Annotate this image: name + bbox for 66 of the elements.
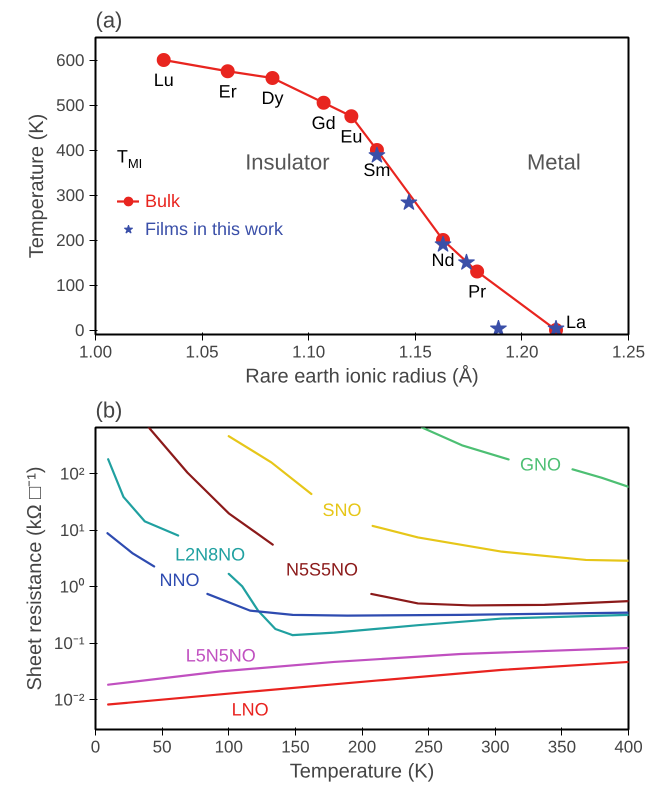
point bbox=[368, 146, 386, 163]
annotation: Lu bbox=[154, 70, 174, 90]
y-tick-label: 10⁻¹ bbox=[54, 634, 85, 653]
x-tick-label: 1.20 bbox=[505, 342, 538, 362]
point bbox=[265, 71, 280, 85]
x-tick-label: 1.10 bbox=[292, 342, 326, 362]
series-label: LNO bbox=[232, 700, 269, 720]
x-tick-label: 1.05 bbox=[186, 342, 219, 362]
chart-title: (a) bbox=[96, 8, 122, 32]
point bbox=[470, 264, 484, 278]
annotation: La bbox=[566, 312, 588, 332]
point bbox=[344, 109, 358, 124]
y-axis-title: Temperature (K) bbox=[26, 114, 48, 258]
series-label: SNO bbox=[322, 500, 362, 520]
x-tick-label: 250 bbox=[414, 738, 443, 756]
point bbox=[220, 64, 235, 78]
point bbox=[434, 236, 452, 252]
annotation: Insulator bbox=[245, 150, 330, 175]
annotation: Dy bbox=[261, 88, 284, 108]
point bbox=[547, 320, 565, 334]
y-tick-label: 600 bbox=[56, 51, 85, 70]
series-label: GNO bbox=[520, 454, 562, 474]
x-axis-title: Rare earth ionic radius (Å) bbox=[245, 364, 479, 388]
line-series bbox=[107, 646, 628, 686]
y-tick-label: 200 bbox=[56, 231, 85, 250]
annotation: Nd bbox=[432, 250, 455, 270]
annotation: Pr bbox=[468, 282, 486, 302]
point bbox=[458, 254, 476, 270]
x-tick-label: 100 bbox=[214, 738, 243, 756]
legend-label: Bulk bbox=[145, 190, 180, 212]
series-label: NNO bbox=[159, 570, 200, 590]
x-tick-label: 1.25 bbox=[612, 342, 646, 362]
x-tick-label: 400 bbox=[614, 738, 643, 756]
series-label: L5N5NO bbox=[186, 645, 256, 666]
x-tick-label: 1.00 bbox=[78, 342, 112, 362]
y-tick-label: 10⁰ bbox=[60, 577, 85, 596]
legend-label: Films in this work bbox=[145, 218, 284, 240]
y-tick-label: 10⁻² bbox=[54, 690, 85, 710]
series-label: N5S5NO bbox=[286, 559, 358, 580]
y-tick-label: 400 bbox=[56, 141, 85, 160]
x-tick-label: 300 bbox=[481, 738, 510, 756]
annotation: Metal bbox=[526, 150, 581, 175]
x-tick-label: 200 bbox=[348, 738, 376, 756]
annotation: Eu bbox=[340, 126, 362, 146]
x-tick-label: 350 bbox=[548, 738, 576, 756]
annotation: Sm bbox=[363, 160, 390, 180]
x-axis-title: Temperature (K) bbox=[290, 760, 434, 782]
y-tick-label: 300 bbox=[56, 186, 85, 205]
point bbox=[400, 194, 418, 210]
annotation: Gd bbox=[312, 112, 336, 133]
x-tick-label: 1.15 bbox=[398, 342, 432, 362]
point bbox=[490, 320, 508, 334]
annotation: Er bbox=[218, 81, 237, 102]
chart-title: (b) bbox=[96, 398, 122, 422]
x-tick-label: 50 bbox=[152, 738, 172, 756]
y-tick-label: 500 bbox=[56, 96, 85, 115]
y-tick-label: 0 bbox=[75, 321, 85, 340]
point bbox=[156, 53, 171, 67]
series-label: L2N8NO bbox=[175, 544, 246, 565]
y-axis-title: Sheet resistance (kΩ □⁻¹) bbox=[24, 466, 46, 691]
y-tick-label: 100 bbox=[56, 276, 85, 295]
y-tick-label: 10¹ bbox=[60, 520, 85, 540]
x-tick-label: 0 bbox=[90, 738, 100, 756]
x-tick-label: 150 bbox=[281, 738, 310, 756]
point bbox=[316, 96, 331, 110]
y-tick-label: 10² bbox=[60, 464, 85, 484]
